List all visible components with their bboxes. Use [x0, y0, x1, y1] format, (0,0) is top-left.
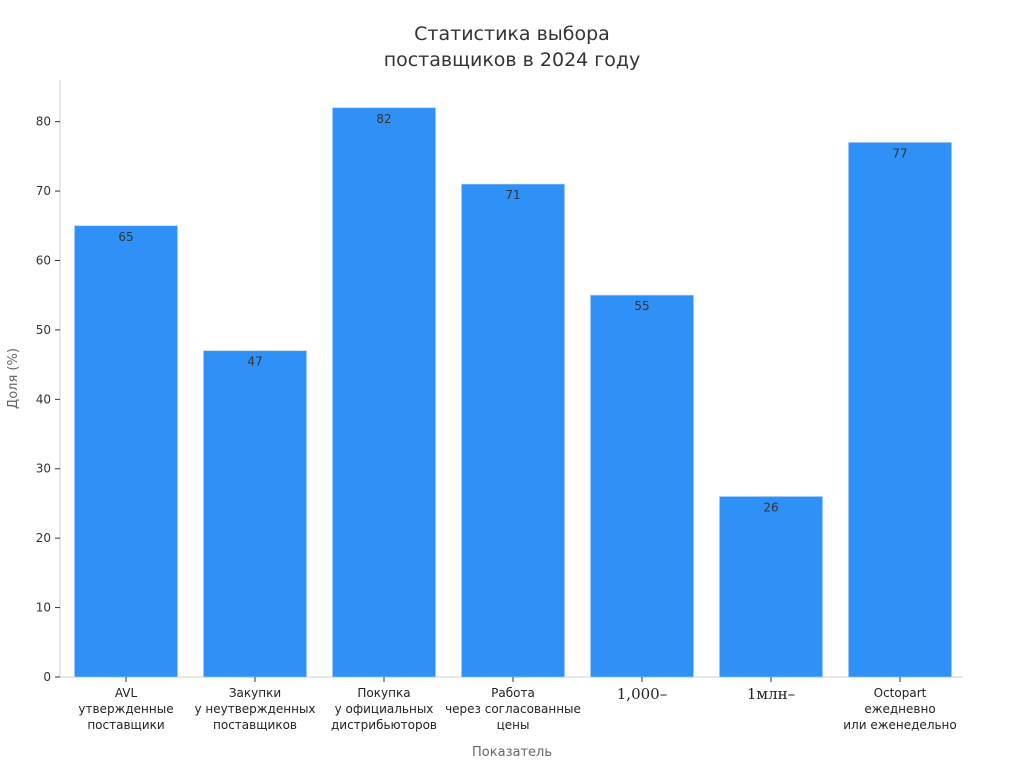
x-tick-label-line: Octopart: [874, 686, 927, 700]
x-tick-label: 1,000–: [617, 685, 667, 703]
x-tick-label-line: утвержденные: [78, 702, 173, 716]
x-tick-label-line: у неутвержденных: [194, 702, 315, 716]
y-tick-label: 50: [36, 323, 51, 337]
x-tick-label-line: 1млн–: [747, 685, 795, 703]
bar: [203, 350, 307, 678]
bar: [74, 225, 178, 678]
bar-value-label: 26: [763, 501, 778, 515]
y-axis-ticks: 0 10 20 30 40 50 60 70 80: [36, 115, 60, 684]
bar-value-label: 65: [118, 230, 133, 244]
x-tick-label-line: цены: [497, 718, 530, 732]
y-tick-label: 70: [36, 184, 51, 198]
bar: [590, 294, 694, 678]
x-tick-label-line: Работа: [491, 686, 535, 700]
x-tick-label-line: 1,000–: [617, 685, 667, 703]
x-tick-label: Octopart ежедневно или еженедельно: [843, 686, 957, 732]
x-tick-label: AVL утвержденные поставщики: [78, 686, 173, 732]
bar: [332, 107, 436, 678]
y-tick-label: 20: [36, 531, 51, 545]
x-tick-label: Работа через согласованные цены: [445, 686, 581, 732]
bar-value-label: 55: [634, 299, 649, 313]
y-tick-label: 80: [36, 115, 51, 129]
bar: [848, 142, 952, 678]
x-tick-label-line: ежедневно: [864, 702, 935, 716]
x-tick-label-line: Покупка: [357, 686, 410, 700]
y-tick-label: 10: [36, 601, 51, 615]
y-axis-title: Доля (%): [6, 348, 21, 409]
x-tick-label-line: у официальных: [335, 702, 434, 716]
x-tick-label-line: или еженедельно: [843, 718, 957, 732]
chart-title: Статистика выбора поставщиков в 2024 год…: [384, 23, 641, 71]
x-tick-label: 1млн–: [747, 685, 795, 703]
x-tick-label-line: поставщиков: [213, 718, 297, 732]
x-axis-title: Показатель: [472, 745, 552, 760]
chart-title-line-2: поставщиков в 2024 году: [384, 49, 641, 71]
x-axis-ticks: AVL утвержденные поставщики Закупки у неутве…: [78, 677, 957, 732]
x-tick-label: Покупка у официальных дистрибьюторов: [331, 686, 437, 732]
x-tick-label-line: AVL: [115, 686, 138, 700]
y-tick-label: 0: [43, 670, 51, 684]
y-tick-label: 60: [36, 253, 51, 267]
x-tick-label-line: дистрибьюторов: [331, 718, 437, 732]
x-tick-label: Закупки у неутвержденных поставщиков: [194, 686, 315, 732]
bar-value-label: 47: [247, 355, 262, 369]
bar: [461, 183, 565, 678]
bar-value-label: 82: [376, 112, 391, 126]
y-tick-label: 30: [36, 462, 51, 476]
bars: 65 47 82 71 55 26 77: [74, 107, 952, 678]
x-tick-label-line: через согласованные: [445, 702, 581, 716]
y-tick-label: 40: [36, 392, 51, 406]
bar: [719, 496, 823, 678]
chart-title-line-1: Статистика выбора: [414, 23, 610, 45]
x-tick-label-line: Закупки: [229, 686, 281, 700]
bar-value-label: 77: [892, 146, 907, 160]
x-tick-label-line: поставщики: [87, 718, 164, 732]
bar-value-label: 71: [505, 188, 520, 202]
